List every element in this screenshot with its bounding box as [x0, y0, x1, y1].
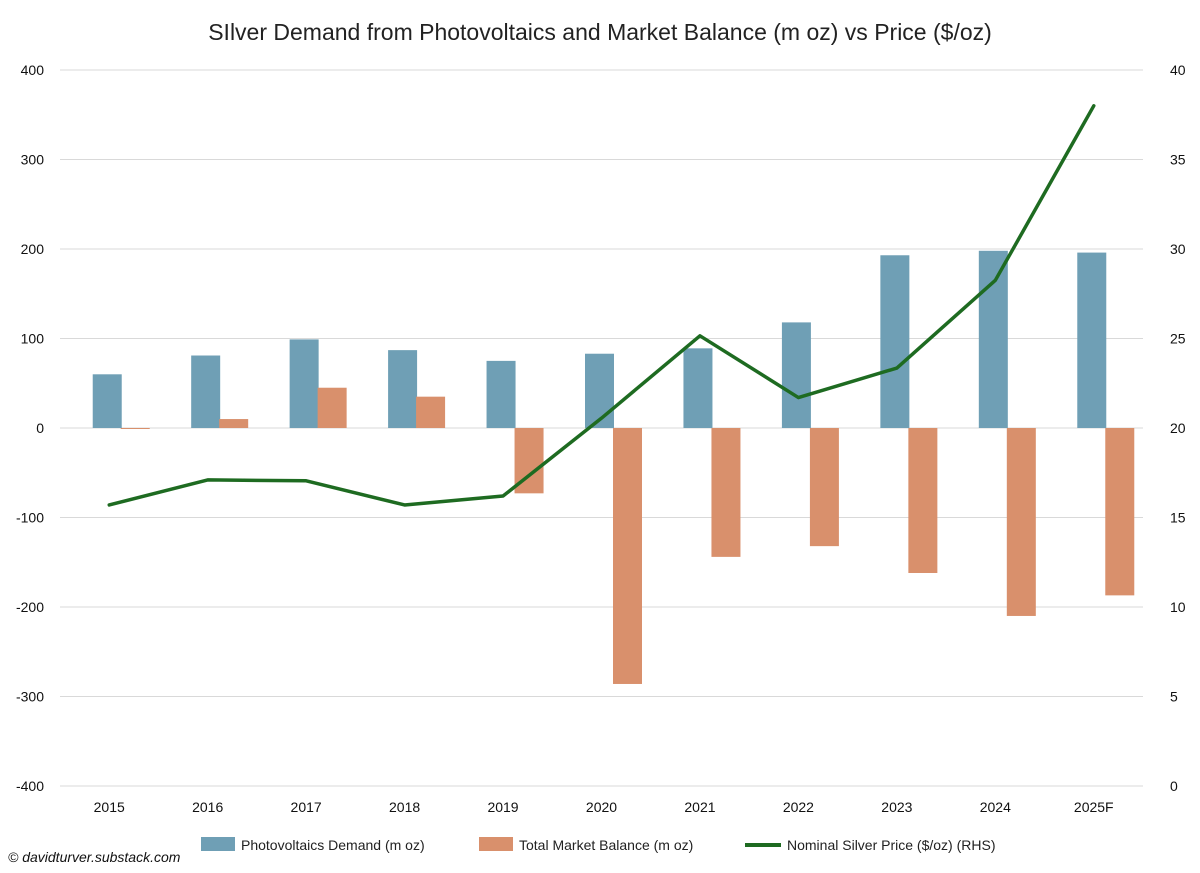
legend-label-nominal-silver-price: Nominal Silver Price ($/oz) (RHS)	[787, 837, 995, 853]
bar-total-market-balance	[1105, 428, 1135, 596]
bar-photovoltaics-demand	[486, 360, 516, 428]
price-line-layer	[107, 104, 1096, 507]
x-tick-label: 2024	[980, 799, 1011, 815]
bar-photovoltaics-demand	[289, 339, 319, 428]
x-axis-ticks: 2015 2016 2017 2018 2019 2020 2021 2022 2023 2024…	[94, 799, 1114, 815]
y2-tick-label: 0	[1170, 778, 1178, 794]
y2-tick-label: 5	[1170, 689, 1178, 705]
x-tick-label: 2025F	[1074, 799, 1114, 815]
y2-tick-label: 35	[1170, 152, 1186, 168]
legend-label-photovoltaics-demand: Photovoltaics Demand (m oz)	[241, 837, 425, 853]
y2-tick-label: 25	[1170, 331, 1186, 347]
legend: Photovoltaics Demand (m oz) Total Market…	[201, 837, 995, 853]
bar-photovoltaics-demand	[191, 355, 221, 428]
left-axis-ticks: 400 300 200 100 0 -100 -200 -300 -400	[16, 62, 44, 794]
bar-photovoltaics-demand	[978, 250, 1008, 428]
x-tick-label: 2021	[684, 799, 715, 815]
x-tick-label: 2016	[192, 799, 223, 815]
x-tick-label: 2015	[94, 799, 125, 815]
legend-swatch-photovoltaics-demand	[201, 837, 235, 851]
line-nominal-silver-price	[107, 104, 1096, 507]
y-tick-label: 100	[21, 331, 45, 347]
x-tick-label: 2019	[487, 799, 518, 815]
bars-layer	[92, 250, 1135, 684]
y-tick-label: 0	[36, 420, 44, 436]
y-tick-label: 200	[21, 241, 45, 257]
credit-text: © davidturver.substack.com	[8, 849, 181, 865]
bar-photovoltaics-demand	[585, 353, 614, 428]
right-axis-ticks: 40 35 30 25 20 15 10 5 0	[1170, 62, 1186, 794]
y2-tick-label: 15	[1170, 510, 1186, 526]
x-tick-label: 2017	[291, 799, 322, 815]
y-tick-label: -200	[16, 599, 44, 615]
x-tick-label: 2018	[389, 799, 420, 815]
legend-label-total-market-balance: Total Market Balance (m oz)	[519, 837, 693, 853]
y2-tick-label: 30	[1170, 241, 1186, 257]
bar-total-market-balance	[613, 428, 642, 684]
y-tick-label: 400	[21, 62, 45, 78]
y-tick-label: -400	[16, 778, 44, 794]
bar-total-market-balance	[908, 428, 938, 573]
bar-photovoltaics-demand	[880, 255, 910, 428]
y-tick-label: -300	[16, 689, 44, 705]
bar-photovoltaics-demand	[781, 322, 811, 428]
bar-photovoltaics-demand	[92, 374, 122, 428]
y-tick-label: -100	[16, 510, 44, 526]
bar-total-market-balance	[809, 428, 839, 547]
y2-tick-label: 20	[1170, 420, 1186, 436]
chart-title: SIlver Demand from Photovoltaics and Mar…	[208, 19, 992, 45]
bar-total-market-balance	[120, 428, 150, 429]
x-tick-label: 2023	[881, 799, 912, 815]
bar-photovoltaics-demand	[1077, 252, 1107, 428]
y2-tick-label: 10	[1170, 599, 1186, 615]
x-tick-label: 2020	[586, 799, 617, 815]
bar-photovoltaics-demand	[388, 350, 418, 428]
y2-tick-label: 40	[1170, 62, 1186, 78]
bar-total-market-balance	[317, 387, 347, 428]
bar-total-market-balance	[1006, 428, 1036, 616]
x-tick-label: 2022	[783, 799, 814, 815]
y-tick-label: 300	[21, 152, 45, 168]
legend-swatch-total-market-balance	[479, 837, 513, 851]
bar-total-market-balance	[219, 419, 249, 428]
bar-total-market-balance	[711, 428, 741, 557]
bar-total-market-balance	[416, 396, 446, 428]
bar-photovoltaics-demand	[683, 348, 713, 428]
